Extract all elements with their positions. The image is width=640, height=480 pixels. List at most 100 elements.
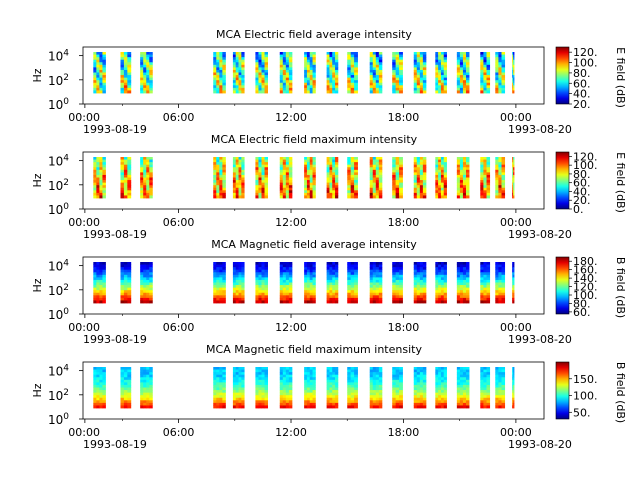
spectrogram-cell bbox=[435, 400, 439, 404]
spectrogram-cell bbox=[96, 167, 100, 171]
spectrogram-cell bbox=[213, 159, 217, 163]
spectrogram-cell bbox=[498, 267, 502, 271]
spectrogram-cell bbox=[335, 262, 339, 265]
spectrogram-cell bbox=[413, 52, 418, 55]
spectrogram-cell bbox=[483, 297, 487, 301]
spectrogram-cell bbox=[501, 290, 506, 294]
spectrogram-cell bbox=[93, 292, 97, 296]
spectrogram-cell bbox=[483, 52, 487, 55]
spectrogram-cell bbox=[375, 384, 380, 388]
spectrogram-cell bbox=[392, 52, 397, 55]
spectrogram-cell bbox=[264, 90, 268, 94]
spectrogram-cell bbox=[258, 54, 262, 58]
spectrogram-cell bbox=[399, 300, 403, 304]
spectrogram-cell bbox=[285, 64, 290, 68]
spectrogram-cell bbox=[241, 295, 245, 299]
spectrogram-cell bbox=[140, 384, 144, 388]
spectrogram-cell bbox=[75, 70, 79, 73]
x-tick-label: 00:00 bbox=[500, 426, 532, 439]
spectrogram-cell bbox=[288, 395, 293, 399]
spectrogram-cell bbox=[143, 282, 147, 286]
spectrogram-cell bbox=[369, 282, 374, 286]
spectrogram-cell bbox=[435, 157, 439, 160]
spectrogram-cell bbox=[264, 292, 268, 296]
spectrogram-cell bbox=[219, 177, 223, 181]
spectrogram-cell bbox=[483, 295, 487, 299]
spectrogram-cell bbox=[279, 77, 284, 81]
spectrogram-cell bbox=[146, 282, 150, 286]
spectrogram-cell bbox=[99, 75, 103, 79]
spectrogram-cell bbox=[255, 402, 259, 406]
spectrogram-cell bbox=[143, 272, 147, 276]
spectrogram-cell bbox=[143, 384, 147, 388]
spectrogram-cell bbox=[216, 269, 220, 273]
spectrogram-cell bbox=[120, 269, 125, 273]
spectrogram-cell bbox=[255, 82, 259, 86]
spectrogram-cell bbox=[512, 262, 514, 265]
spectrogram-cell bbox=[459, 80, 464, 84]
spectrogram-cell bbox=[486, 62, 491, 66]
spectrogram-cell bbox=[459, 59, 464, 63]
spectrogram-cell bbox=[495, 267, 499, 271]
spectrogram-cell bbox=[306, 57, 311, 61]
spectrogram-cell bbox=[512, 292, 514, 296]
spectrogram-cell bbox=[419, 77, 424, 81]
spectrogram-cell bbox=[329, 82, 333, 86]
spectrogram-cell bbox=[288, 292, 293, 296]
spectrogram-cell bbox=[255, 80, 259, 84]
spectrogram-cell bbox=[306, 277, 311, 281]
spectrogram-cell bbox=[483, 69, 487, 73]
spectrogram-cell bbox=[419, 285, 424, 289]
spectrogram-cell bbox=[419, 169, 424, 173]
spectrogram-cell bbox=[120, 67, 125, 71]
colorbar-tick-label: 80. bbox=[573, 297, 591, 310]
spectrogram-cell bbox=[395, 282, 400, 286]
spectrogram-cell bbox=[120, 267, 125, 271]
spectrogram-cell bbox=[102, 367, 106, 370]
spectrogram-cell bbox=[329, 187, 333, 191]
spectrogram-cell bbox=[375, 80, 380, 84]
spectrogram-cell bbox=[399, 59, 403, 63]
spectrogram-cell bbox=[79, 262, 83, 265]
spectrogram-cell bbox=[422, 82, 427, 86]
spectrogram-cell bbox=[512, 374, 514, 378]
spectrogram-cell bbox=[222, 377, 226, 381]
spectrogram-cell bbox=[127, 172, 132, 176]
spectrogram-cell bbox=[261, 180, 265, 184]
spectrogram-cell bbox=[312, 180, 316, 184]
spectrogram-cell bbox=[241, 69, 245, 73]
spectrogram-cell bbox=[127, 157, 132, 160]
spectrogram-cell bbox=[347, 64, 352, 68]
spectrogram-cell bbox=[501, 277, 506, 281]
spectrogram-cell bbox=[395, 90, 400, 94]
spectrogram-cell bbox=[378, 82, 383, 86]
spectrogram-cell bbox=[512, 177, 514, 181]
spectrogram-cell bbox=[288, 372, 293, 376]
spectrogram-cell bbox=[241, 157, 245, 160]
spectrogram-cell bbox=[255, 85, 259, 89]
spectrogram-cell bbox=[459, 402, 464, 406]
spectrogram-cell bbox=[416, 182, 421, 186]
spectrogram-cell bbox=[332, 274, 336, 278]
spectrogram-cell bbox=[264, 64, 268, 68]
spectrogram-cell bbox=[149, 282, 153, 286]
spectrogram-cell bbox=[392, 382, 397, 386]
spectrogram-cell bbox=[261, 85, 265, 89]
spectrogram-cell bbox=[232, 262, 237, 265]
spectrogram-cell bbox=[216, 297, 220, 301]
spectrogram-cell bbox=[312, 177, 316, 181]
spectrogram-cell bbox=[285, 290, 290, 294]
spectrogram-cell bbox=[279, 167, 284, 171]
spectrogram-cell bbox=[238, 377, 242, 381]
spectrogram-cell bbox=[93, 277, 97, 281]
spectrogram-cell bbox=[120, 264, 125, 268]
spectrogram-cell bbox=[438, 405, 442, 409]
spectrogram-cell bbox=[466, 267, 470, 271]
spectrogram-cell bbox=[486, 177, 491, 181]
spectrogram-cell bbox=[216, 195, 220, 199]
spectrogram-cell bbox=[258, 374, 262, 378]
spectrogram-cell bbox=[288, 369, 293, 373]
spectrogram-cell bbox=[213, 82, 217, 86]
spectrogram-cell bbox=[480, 367, 484, 370]
spectrogram-cell bbox=[216, 174, 220, 178]
